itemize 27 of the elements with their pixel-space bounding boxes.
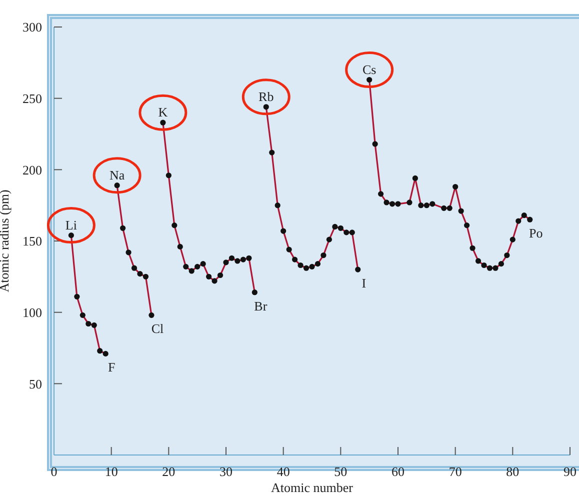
x-tick-label: 10 — [104, 464, 118, 480]
annotation: Li — [65, 217, 78, 232]
y-tick-label: 200 — [22, 162, 42, 178]
annotation: Br — [254, 298, 268, 314]
x-tick-label: 50 — [334, 464, 348, 480]
x-axis-title: Atomic number — [271, 480, 354, 495]
x-tick-label: 30 — [220, 464, 232, 480]
annotation: Na — [109, 167, 125, 182]
y-tick-label: 150 — [22, 234, 42, 249]
x-tick-label: 0 — [50, 464, 58, 480]
x-tick-label: 40 — [276, 464, 290, 480]
y-tick-label: 300 — [22, 20, 42, 35]
annotation: Cs — [362, 62, 376, 77]
annotation: Cl — [151, 321, 164, 336]
x-tick-label: 80 — [506, 464, 520, 480]
y-tick-label: 250 — [22, 90, 42, 106]
annotation: F — [108, 360, 116, 375]
annotation: K — [158, 104, 168, 120]
x-tick-label: 70 — [448, 464, 462, 480]
y-tick-label: 100 — [22, 304, 42, 320]
y-tick-label: 50 — [29, 376, 42, 392]
x-tick-label: 90 — [564, 464, 576, 480]
annotation: Rb — [258, 88, 274, 104]
annotation: I — [362, 276, 366, 291]
x-tick-label: 60 — [392, 464, 404, 480]
x-tick-label: 20 — [162, 464, 176, 480]
annotation: Po — [529, 226, 543, 241]
